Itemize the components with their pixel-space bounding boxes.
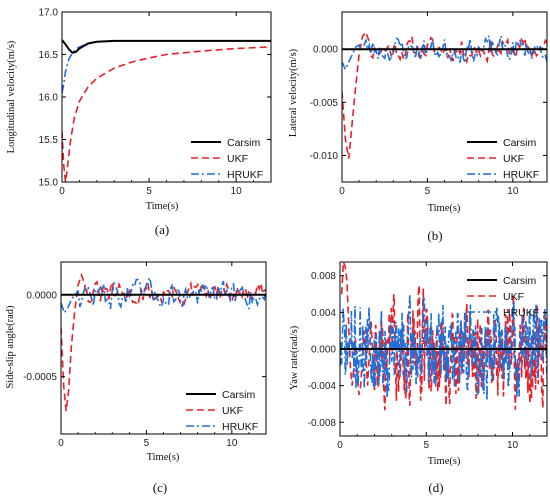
series-line-hrukf-c xyxy=(61,275,266,315)
panel-label-b: (b) xyxy=(427,228,442,243)
y-axis-label-a: Longitudinal velocity(m/s) xyxy=(6,40,17,153)
panel-a: (a) Time(s) Longitudinal velocity(m/s) 0… xyxy=(6,8,272,237)
panel-label-a: (a) xyxy=(155,222,169,237)
legend-d: Carsim UKF HRUKF xyxy=(467,275,539,319)
legend-label-ukf-d: UKF xyxy=(503,291,524,303)
legend-label-hrukf-c: HRUKF xyxy=(222,421,258,433)
y-tick-label-d: 0.000 xyxy=(311,345,336,356)
panel-label-c: (c) xyxy=(153,480,167,495)
x-tick-label-a: 10 xyxy=(231,186,243,197)
panel-label-d: (d) xyxy=(428,480,443,495)
series-line-ukf-a xyxy=(62,46,271,182)
series-line-hrukf-d xyxy=(340,293,547,401)
x-tick-label-c: 0 xyxy=(58,438,64,449)
x-tick-label-b: 0 xyxy=(339,186,345,197)
x-axis-label-a: Time(s) xyxy=(146,201,179,212)
y-tick-label-d: 0.008 xyxy=(311,271,336,282)
x-axis-label-c: Time(s) xyxy=(147,452,180,463)
legend-label-hrukf-d: HRUKF xyxy=(503,307,539,319)
legend-c: Carsim UKF HRUKF xyxy=(186,389,258,433)
series-line-ukf-c xyxy=(61,272,266,412)
x-tick-label-d: 5 xyxy=(423,440,429,451)
series-line-carsim-a xyxy=(62,39,271,54)
x-tick-label-d: 0 xyxy=(337,440,343,451)
x-tick-label-d: 10 xyxy=(507,440,519,451)
y-tick-label-c: 0.0000 xyxy=(26,290,57,301)
x-tick-label-c: 5 xyxy=(144,438,150,449)
x-tick-label-b: 10 xyxy=(507,186,519,197)
legend-label-ukf-c: UKF xyxy=(222,405,243,417)
legend-label-ukf-a: UKF xyxy=(227,153,248,165)
x-tick-label-c: 10 xyxy=(226,438,238,449)
traces-c xyxy=(61,272,266,412)
y-tick-label-a: 16.5 xyxy=(39,50,59,61)
series-line-hrukf-b xyxy=(342,35,547,72)
x-tick-label-a: 0 xyxy=(59,186,65,197)
y-axis-label-c: Side-slip angle(rad) xyxy=(5,305,16,389)
y-tick-label-b: -0.005 xyxy=(310,98,339,109)
legend-b: Carsim UKF HRUKF xyxy=(467,137,539,181)
y-tick-label-d: -0.004 xyxy=(308,381,337,392)
y-tick-label-b: 0.000 xyxy=(313,45,338,56)
y-tick-label-a: 15.5 xyxy=(39,135,59,146)
y-tick-label-a: 16.0 xyxy=(39,93,59,104)
legend-label-hrukf-a: HRUKF xyxy=(227,169,263,181)
x-axis-label-d: Time(s) xyxy=(428,456,461,467)
y-axis-label-d: Yaw rate(rad/s) xyxy=(289,325,300,390)
x-tick-label-a: 5 xyxy=(146,186,152,197)
legend-label-carsim-b: Carsim xyxy=(503,137,537,149)
traces-d xyxy=(340,262,547,411)
series-line-hrukf-a xyxy=(62,40,271,93)
legend-label-ukf-b: UKF xyxy=(503,153,524,165)
x-axis-label-b: Time(s) xyxy=(428,203,461,214)
legend-label-carsim-d: Carsim xyxy=(503,275,537,287)
legend-label-hrukf-b: HRUKF xyxy=(503,169,539,181)
legend-a: Carsim UKF HRUKF xyxy=(191,137,263,181)
panel-d: (d) Time(s) Yaw rate(rad/s) 0 5 10 0.008 0.0… xyxy=(289,261,548,495)
legend-label-carsim-c: Carsim xyxy=(222,389,256,401)
y-axis-label-b: Lateral velocity(m/s) xyxy=(288,48,299,137)
panel-b: (b) Time(s) Lateral velocity(m/s) 0 5 10 0.… xyxy=(288,11,548,243)
y-tick-label-a: 17.0 xyxy=(39,8,59,19)
legend-label-carsim-a: Carsim xyxy=(227,137,261,149)
y-tick-label-c: -0.0005 xyxy=(23,372,57,383)
x-tick-label-b: 5 xyxy=(425,186,431,197)
y-tick-label-a: 15.0 xyxy=(39,178,59,189)
traces-b xyxy=(342,30,547,159)
y-tick-label-d: -0.008 xyxy=(308,418,337,429)
panel-c: (c) Time(s) Side-slip angle(rad) 0 5 10 0.0… xyxy=(5,261,267,495)
y-tick-label-d: 0.004 xyxy=(311,308,336,319)
y-tick-label-b: -0.010 xyxy=(310,151,339,162)
traces-a xyxy=(62,39,271,182)
